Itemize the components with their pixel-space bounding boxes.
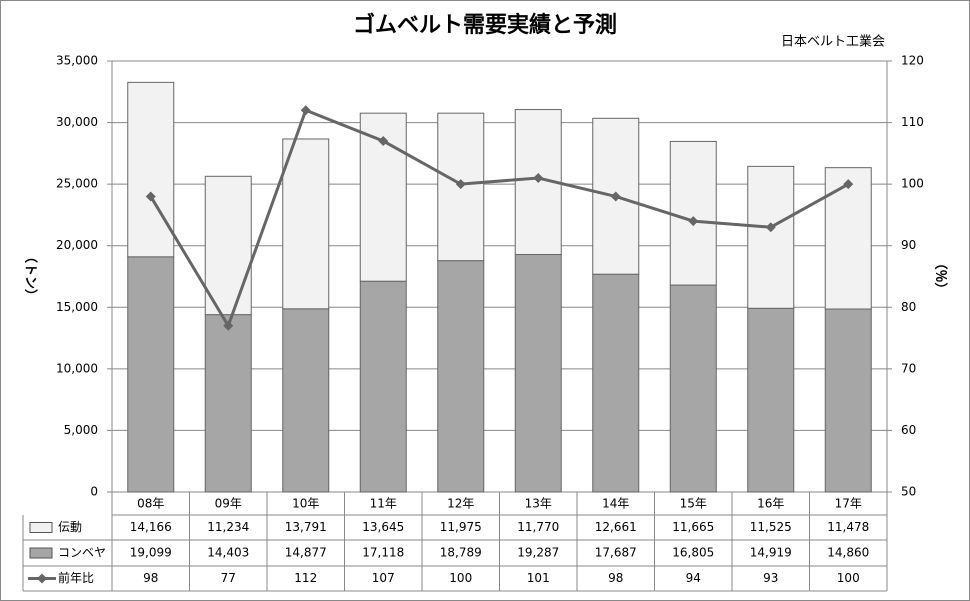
line-marker bbox=[610, 191, 621, 202]
x-tick-label: 08年 bbox=[137, 497, 164, 511]
y2-tick-label: 60 bbox=[901, 423, 916, 437]
table-value: 107 bbox=[372, 571, 395, 585]
bar bbox=[127, 256, 175, 493]
table-value: 17,118 bbox=[362, 546, 404, 560]
table-value: 101 bbox=[527, 571, 550, 585]
y2-tick-label: 70 bbox=[901, 361, 916, 375]
legend-label: コンベヤ bbox=[58, 546, 106, 560]
bar bbox=[127, 81, 175, 258]
bar bbox=[437, 260, 485, 493]
table-value: 11,665 bbox=[672, 520, 714, 534]
x-tick-label: 11年 bbox=[370, 497, 397, 511]
table-value: 13,791 bbox=[285, 520, 327, 534]
y-tick-label: 20,000 bbox=[56, 238, 98, 252]
table-value: 14,919 bbox=[750, 546, 792, 560]
y-tick-label: 25,000 bbox=[56, 177, 98, 191]
table-value: 11,234 bbox=[207, 520, 249, 534]
y2-tick-label: 50 bbox=[901, 485, 916, 499]
x-tick-label: 09年 bbox=[215, 497, 242, 511]
bar bbox=[359, 280, 407, 493]
line-marker bbox=[455, 179, 466, 190]
x-tick-label: 12年 bbox=[447, 497, 474, 511]
table-value: 16,805 bbox=[672, 546, 714, 560]
line-marker bbox=[223, 320, 234, 331]
bar bbox=[824, 308, 872, 493]
table-value: 19,287 bbox=[517, 546, 559, 560]
bar bbox=[669, 284, 717, 493]
table-value: 100 bbox=[449, 571, 472, 585]
table-value: 93 bbox=[763, 571, 778, 585]
x-tick-label: 17年 bbox=[835, 497, 862, 511]
table-value: 14,166 bbox=[130, 520, 172, 534]
line-marker bbox=[145, 191, 156, 202]
y2-tick-label: 100 bbox=[901, 177, 924, 191]
table-value: 100 bbox=[837, 571, 860, 585]
table-value: 11,770 bbox=[517, 520, 559, 534]
x-tick-label: 10年 bbox=[292, 497, 319, 511]
legend-swatch bbox=[29, 547, 53, 559]
y-axis-label: （トン） bbox=[23, 250, 39, 302]
table-value: 18,789 bbox=[440, 546, 482, 560]
table-value: 13,645 bbox=[362, 520, 404, 534]
legend-label: 前年比 bbox=[58, 570, 94, 585]
bar bbox=[282, 138, 330, 310]
legend-label: 伝動 bbox=[58, 520, 82, 534]
x-tick-label: 15年 bbox=[680, 497, 707, 511]
y2-axis-label: （％） bbox=[933, 256, 949, 295]
x-tick-label: 14年 bbox=[602, 497, 629, 511]
line-marker bbox=[843, 179, 854, 190]
table-value: 98 bbox=[608, 571, 623, 585]
line-marker bbox=[688, 216, 699, 227]
table-value: 77 bbox=[221, 571, 236, 585]
table-value: 11,478 bbox=[827, 520, 869, 534]
bar bbox=[204, 175, 252, 316]
chart-title: ゴムベルト需要実績と予測 bbox=[353, 12, 617, 38]
table-value: 94 bbox=[686, 571, 701, 585]
table-value: 98 bbox=[143, 571, 158, 585]
y-tick-label: 35,000 bbox=[56, 54, 98, 68]
y-tick-label: 30,000 bbox=[56, 115, 98, 129]
chart-subtitle: 日本ベルト工業会 bbox=[781, 34, 885, 50]
line-marker bbox=[378, 136, 389, 147]
legend-swatch bbox=[29, 522, 53, 533]
bar bbox=[669, 140, 717, 286]
y2-tick-label: 90 bbox=[901, 238, 916, 252]
bar bbox=[282, 308, 330, 493]
bar bbox=[204, 314, 252, 493]
table-value: 11,975 bbox=[440, 520, 482, 534]
bar bbox=[747, 307, 795, 493]
bar bbox=[592, 273, 640, 493]
table-value: 12,661 bbox=[595, 520, 637, 534]
table-value: 19,099 bbox=[130, 546, 172, 560]
x-tick-label: 16年 bbox=[757, 497, 784, 511]
table-value: 112 bbox=[294, 571, 317, 585]
table-value: 17,687 bbox=[595, 546, 637, 560]
legend-marker bbox=[37, 573, 47, 584]
y-tick-label: 10,000 bbox=[56, 361, 98, 375]
y2-tick-label: 110 bbox=[901, 115, 924, 129]
table-value: 14,877 bbox=[285, 546, 327, 560]
table-value: 14,860 bbox=[827, 546, 869, 560]
line-marker bbox=[300, 105, 311, 116]
y-tick-label: 5,000 bbox=[64, 423, 98, 437]
y-tick-label: 0 bbox=[90, 485, 98, 499]
y2-tick-label: 80 bbox=[901, 300, 916, 314]
y-tick-label: 15,000 bbox=[56, 300, 98, 314]
bar bbox=[747, 165, 795, 309]
x-tick-label: 13年 bbox=[525, 497, 552, 511]
line bbox=[149, 108, 849, 330]
line-marker bbox=[765, 222, 776, 233]
line-marker bbox=[533, 172, 544, 183]
table-value: 14,403 bbox=[207, 546, 249, 560]
table-value: 11,525 bbox=[750, 520, 792, 534]
y2-tick-label: 120 bbox=[901, 54, 924, 68]
bar bbox=[514, 253, 562, 493]
